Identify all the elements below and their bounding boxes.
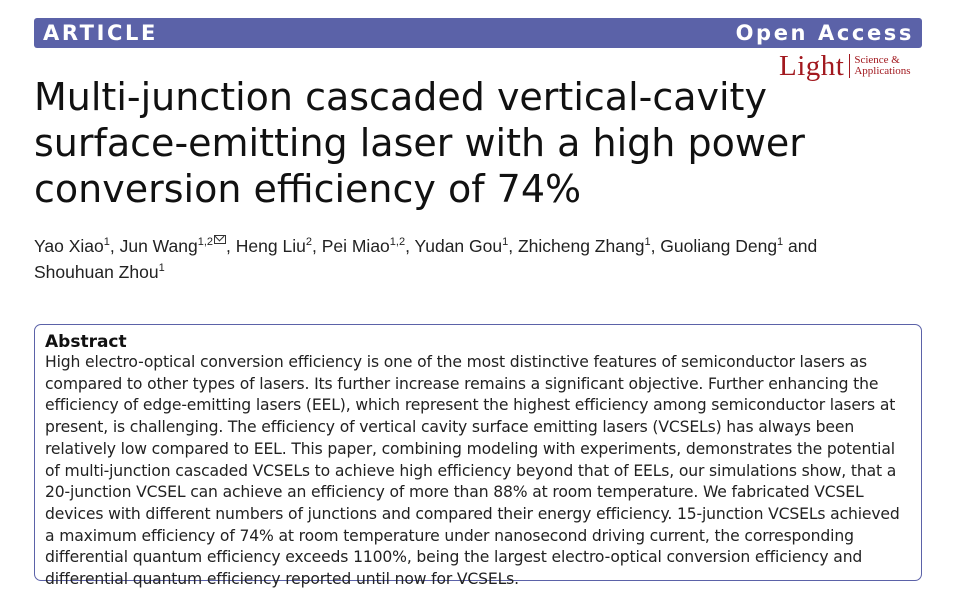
author-name: Guoliang Deng xyxy=(660,236,778,256)
author-list: Yao Xiao1, Jun Wang1,2, Heng Liu2, Pei M… xyxy=(34,233,894,285)
author: Yao Xiao1 xyxy=(34,236,110,256)
abstract-box: Abstract High electro-optical conversion… xyxy=(34,324,922,588)
author: Guoliang Deng1 xyxy=(660,236,783,256)
author-affiliation: 1 xyxy=(644,236,651,248)
journal-logo-subtitle-line2: Applications xyxy=(854,65,911,77)
author-affiliation: 1 xyxy=(777,236,784,248)
author-name: Pei Miao xyxy=(321,236,390,256)
journal-logo-subtitle: Science & Applications xyxy=(854,55,910,77)
open-access-label: Open Access xyxy=(735,21,914,45)
author-name: Heng Liu xyxy=(235,236,306,256)
author-separator: , xyxy=(311,236,322,256)
author-affiliation: 1,2 xyxy=(389,236,406,248)
author-separator: , xyxy=(650,236,661,256)
author-name: Shouhuan Zhou xyxy=(34,262,159,282)
author-separator: , xyxy=(226,236,236,256)
author-separator: , xyxy=(109,236,120,256)
author-name: Jun Wang xyxy=(119,236,198,256)
author-affiliation: 2 xyxy=(305,236,312,248)
author: Jun Wang1,2 xyxy=(119,235,227,256)
author-separator: , xyxy=(508,236,518,256)
author: Zhicheng Zhang1 xyxy=(518,236,651,256)
author-separator-last: and xyxy=(783,236,818,256)
author-affiliation: 1,2 xyxy=(197,236,214,248)
abstract-text: High electro-optical conversion efficien… xyxy=(45,353,900,589)
author-name: Yudan Gou xyxy=(414,236,503,256)
article-banner: ARTICLE Open Access xyxy=(34,18,922,48)
journal-logo-name: Light xyxy=(779,50,845,82)
author: Shouhuan Zhou1 xyxy=(34,262,165,282)
author-name: Zhicheng Zhang xyxy=(517,236,645,256)
journal-logo-divider xyxy=(849,54,851,78)
author-affiliation: 1 xyxy=(103,236,110,248)
journal-logo: Light Science & Applications xyxy=(779,50,911,82)
article-type-label: ARTICLE xyxy=(43,21,158,45)
author-affiliation: 1 xyxy=(158,262,165,274)
author-separator: , xyxy=(405,236,415,256)
author-affiliation: 1 xyxy=(502,236,509,248)
author-name: Yao Xiao xyxy=(34,236,104,256)
journal-logo-subtitle-line1: Science & xyxy=(854,54,900,66)
author: Yudan Gou1 xyxy=(415,236,509,256)
mail-icon[interactable] xyxy=(214,235,227,244)
author: Heng Liu2 xyxy=(236,236,312,256)
author: Pei Miao1,2 xyxy=(322,236,405,256)
paper-title: Multi-junction cascaded vertical-cavity … xyxy=(34,75,805,211)
abstract-heading: Abstract xyxy=(45,332,127,352)
